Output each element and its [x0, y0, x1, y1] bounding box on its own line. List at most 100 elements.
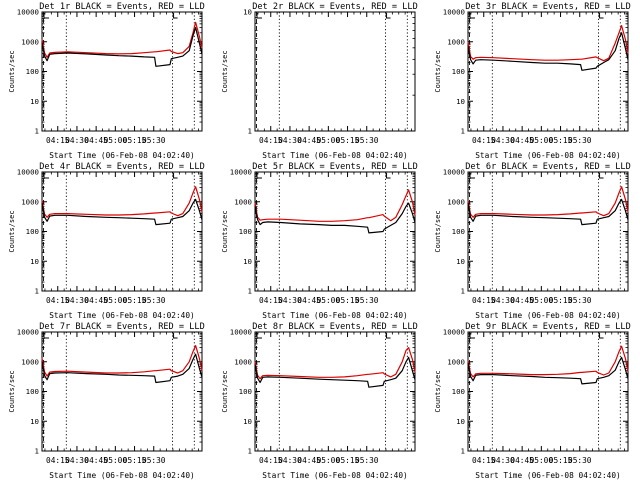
x-tick-label: 04:15 — [472, 296, 496, 305]
y-tick-label: 10 — [30, 257, 39, 266]
x-tick-label: 04:45 — [297, 456, 321, 465]
x-axis-label: Start Time (06-Feb-08 04:02:40) — [49, 471, 195, 480]
detector-panel: Det 6r BLACK = Events, RED = LLD Counts/s… — [426, 160, 639, 320]
end-bracket-marker — [173, 13, 178, 19]
start-bracket-marker — [256, 333, 262, 339]
detector-panel: Det 4r BLACK = Events, RED = LLD Counts/s… — [0, 160, 213, 320]
y-tick-label: 10000 — [443, 328, 465, 337]
start-bracket-marker — [43, 333, 49, 339]
y-axis-label: Counts/sec — [434, 210, 442, 252]
detector-panel: Det 7r BLACK = Events, RED = LLD Counts/s… — [0, 320, 213, 480]
x-tick-label: 04:30 — [65, 136, 89, 145]
x-tick-label: 05:00 — [104, 136, 128, 145]
x-tick-label: 05:30 — [142, 136, 166, 145]
start-bracket-marker — [43, 173, 49, 179]
x-tick-label: 04:30 — [65, 456, 89, 465]
end-bracket-marker — [599, 173, 604, 179]
y-tick-label: 1 — [35, 287, 39, 296]
lld-series-line — [467, 186, 629, 218]
detector-panel: Det 2r BLACK = Events, RED = LLD Counts/s… — [213, 0, 426, 160]
y-tick-label: 1 — [35, 447, 39, 456]
y-axis-label: Counts/sec — [8, 210, 16, 252]
end-bracket-marker — [173, 173, 178, 179]
y-tick-label: 100 — [26, 67, 39, 76]
chart-svg: Det 6r BLACK = Events, RED = LLD Counts/s… — [434, 162, 631, 320]
x-tick-label: 04:45 — [510, 136, 534, 145]
y-tick-label: 10000 — [443, 8, 465, 17]
y-tick-label: 1 — [35, 127, 39, 136]
chart-svg: Det 9r BLACK = Events, RED = LLD Counts/s… — [434, 322, 631, 480]
chart-svg: Det 3r BLACK = Events, RED = LLD Counts/s… — [434, 2, 631, 160]
lld-series-line — [41, 345, 203, 377]
y-tick-label: 1000 — [21, 197, 39, 206]
chart-svg: Det 4r BLACK = Events, RED = LLD Counts/s… — [8, 162, 205, 320]
y-tick-label: 10 — [456, 97, 465, 106]
chart-title: Det 3r BLACK = Events, RED = LLD — [465, 2, 631, 12]
events-series-line — [254, 356, 416, 388]
chart-svg: Det 5r BLACK = Events, RED = LLD Counts/s… — [221, 162, 418, 320]
x-axis-label: Start Time (06-Feb-08 04:02:40) — [262, 471, 408, 480]
y-tick-label: 1 — [248, 447, 252, 456]
y-tick-label: 1000 — [447, 357, 465, 366]
x-tick-label: 04:30 — [491, 296, 515, 305]
y-tick-label: 100 — [452, 387, 465, 396]
x-tick-label: 04:45 — [510, 296, 534, 305]
start-bracket-marker — [256, 173, 262, 179]
x-axis-label: Start Time (06-Feb-08 04:02:40) — [475, 311, 621, 320]
chart-title: Det 4r BLACK = Events, RED = LLD — [39, 162, 205, 172]
x-tick-label: 04:30 — [278, 296, 302, 305]
y-tick-label: 10000 — [230, 168, 252, 177]
y-tick-label: 10 — [243, 8, 252, 17]
x-tick-label: 05:30 — [355, 136, 379, 145]
detector-panel: Det 3r BLACK = Events, RED = LLD Counts/s… — [426, 0, 639, 160]
end-bracket-marker — [386, 333, 391, 339]
x-tick-label: 04:15 — [46, 296, 70, 305]
y-tick-label: 1 — [248, 127, 252, 136]
y-tick-label: 10 — [243, 257, 252, 266]
y-tick-label: 10 — [456, 257, 465, 266]
x-tick-label: 04:45 — [84, 456, 108, 465]
start-bracket-marker — [256, 13, 262, 19]
end-bracket-marker — [599, 13, 604, 19]
y-axis-label: Counts/sec — [221, 50, 229, 92]
events-series-line — [467, 32, 629, 71]
x-tick-label: 04:45 — [84, 296, 108, 305]
x-tick-label: 05:30 — [355, 456, 379, 465]
y-tick-label: 10000 — [17, 328, 39, 337]
lld-series-line — [41, 21, 203, 58]
events-series-line — [41, 27, 203, 67]
chart-title: Det 1r BLACK = Events, RED = LLD — [39, 2, 205, 12]
x-tick-label: 05:00 — [317, 456, 341, 465]
events-series-line — [254, 202, 416, 234]
chart-title: Det 2r BLACK = Events, RED = LLD — [252, 2, 418, 12]
x-axis-label: Start Time (06-Feb-08 04:02:40) — [475, 471, 621, 480]
y-tick-label: 1000 — [447, 197, 465, 206]
events-series-line — [467, 198, 629, 226]
x-tick-label: 04:45 — [297, 296, 321, 305]
x-tick-label: 05:30 — [568, 296, 592, 305]
x-tick-label: 04:30 — [278, 456, 302, 465]
end-bracket-marker — [599, 333, 604, 339]
start-bracket-marker — [469, 173, 475, 179]
lld-series-line — [467, 345, 629, 378]
start-bracket-marker — [43, 13, 49, 19]
lld-series-line — [41, 186, 203, 218]
lld-series-line — [254, 189, 416, 222]
chart-title: Det 6r BLACK = Events, RED = LLD — [465, 162, 631, 172]
detector-panel: Det 8r BLACK = Events, RED = LLD Counts/s… — [213, 320, 426, 480]
x-tick-label: 04:15 — [46, 136, 70, 145]
x-tick-label: 05:30 — [568, 136, 592, 145]
y-tick-label: 1 — [248, 287, 252, 296]
detector-panel: Det 5r BLACK = Events, RED = LLD Counts/s… — [213, 160, 426, 320]
chart-svg: Det 2r BLACK = Events, RED = LLD Counts/s… — [221, 2, 418, 160]
events-series-line — [41, 353, 203, 384]
chart-svg: Det 8r BLACK = Events, RED = LLD Counts/s… — [221, 322, 418, 480]
y-tick-label: 1000 — [447, 37, 465, 46]
y-axis-label: Counts/sec — [8, 50, 16, 92]
y-tick-label: 10 — [243, 417, 252, 426]
y-tick-label: 1000 — [21, 357, 39, 366]
x-tick-label: 05:00 — [104, 296, 128, 305]
y-tick-label: 100 — [239, 387, 252, 396]
chart-svg: Det 1r BLACK = Events, RED = LLD Counts/s… — [8, 2, 205, 160]
